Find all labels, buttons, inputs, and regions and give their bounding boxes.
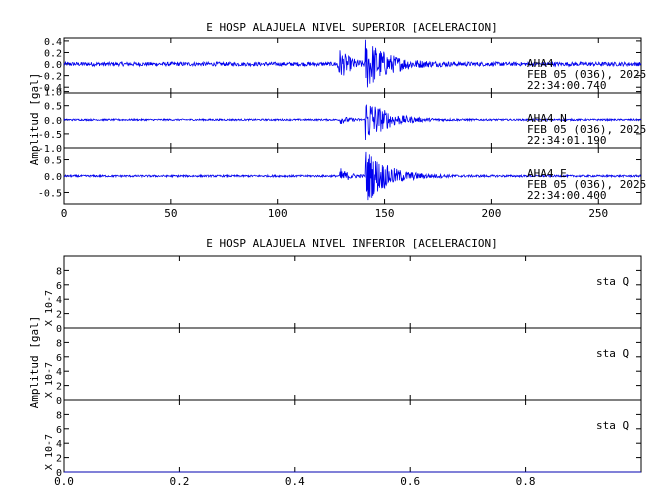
- waveform-line: [63, 39, 642, 88]
- y-tick-label: 6: [56, 425, 62, 436]
- station-label: AHA4 E: [527, 167, 567, 180]
- x-tick-label: 0.8: [516, 475, 536, 488]
- station-label: sta Q: [596, 275, 629, 288]
- y-tick-label: -1.0: [38, 144, 62, 155]
- station-label: AHA4: [527, 57, 554, 70]
- y-tick-label: 4: [56, 367, 62, 378]
- x-tick-label: 250: [588, 207, 608, 220]
- y-tick-label: 0.5: [44, 102, 62, 113]
- scale-label: X 10-7: [44, 434, 55, 470]
- y-tick-label: -0.5: [38, 130, 62, 141]
- station-label: 22:34:00.400: [527, 189, 606, 202]
- panel-frame: [63, 327, 642, 401]
- trace-panel: 8 6 4 2 0 sta Q X 10-7: [44, 327, 642, 407]
- y-tick-label: 2: [56, 382, 62, 393]
- x-tick-label: 150: [375, 207, 395, 220]
- station-label: 22:34:00.740: [527, 79, 606, 92]
- top-chart-ylabel: Amplitud [gal]: [28, 73, 41, 166]
- y-tick-label: 6: [56, 281, 62, 292]
- panel-frame: [63, 399, 642, 473]
- y-tick-label: 4: [56, 295, 62, 306]
- y-tick-label: 8: [56, 266, 62, 277]
- x-tick-label: 200: [481, 207, 501, 220]
- y-tick-label: -0.2: [38, 72, 62, 83]
- x-tick-label: 0.0: [54, 475, 74, 488]
- scale-label: X 10-7: [44, 290, 55, 326]
- x-tick-label: 0.2: [169, 475, 189, 488]
- y-tick-label: -0.4: [38, 83, 62, 94]
- scale-label: X 10-7: [44, 362, 55, 398]
- x-tick-label: 0: [61, 207, 68, 220]
- x-tick-label: 0.4: [285, 475, 305, 488]
- y-tick-label: 6: [56, 353, 62, 364]
- station-label: AHA4 N: [527, 112, 567, 125]
- trace-panel: 8 6 4 2 0 sta Q X 10-7: [44, 399, 642, 479]
- trace-panel: 8 6 4 2 0 sta Q X 10-7: [44, 255, 642, 335]
- y-tick-label: 2: [56, 310, 62, 321]
- y-tick-label: 2: [56, 454, 62, 465]
- station-label: 22:34:01.190: [527, 134, 606, 147]
- x-tick-label: 50: [164, 207, 177, 220]
- y-tick-label: 0.0: [44, 116, 62, 127]
- y-tick-label: 0.5: [44, 156, 62, 167]
- panel-frame: [63, 255, 642, 329]
- y-tick-label: 8: [56, 410, 62, 421]
- x-tick-label: 100: [268, 207, 288, 220]
- y-tick-label: 0.0: [44, 172, 62, 183]
- y-tick-label: 0.4: [44, 37, 62, 48]
- x-tick-label: 0.6: [400, 475, 420, 488]
- station-label: FEB 05 (036), 2025: [527, 178, 646, 191]
- y-tick-label: 0: [56, 396, 62, 407]
- station-label: sta Q: [596, 419, 629, 432]
- waveform-line: [63, 104, 642, 140]
- station-label: sta Q: [596, 347, 629, 360]
- y-tick-label: 4: [56, 439, 62, 450]
- y-tick-label: 1.0: [44, 88, 62, 99]
- y-tick-label: 0: [56, 324, 62, 335]
- top-chart-title: E HOSP ALAJUELA NIVEL SUPERIOR [ACELERAC…: [206, 21, 497, 34]
- y-tick-label: 0.2: [44, 48, 62, 59]
- waveform-line: [63, 151, 642, 201]
- bottom-chart-title: E HOSP ALAJUELA NIVEL INFERIOR [ACELERAC…: [206, 237, 497, 250]
- bottom-chart-ylabel: Amplitud [gal]: [28, 316, 41, 409]
- y-tick-label: 0: [56, 468, 62, 479]
- y-tick-label: 8: [56, 338, 62, 349]
- station-label: FEB 05 (036), 2025: [527, 68, 646, 81]
- station-label: FEB 05 (036), 2025: [527, 123, 646, 136]
- y-tick-label: 0.0: [44, 60, 62, 71]
- y-tick-label: -0.5: [38, 188, 62, 199]
